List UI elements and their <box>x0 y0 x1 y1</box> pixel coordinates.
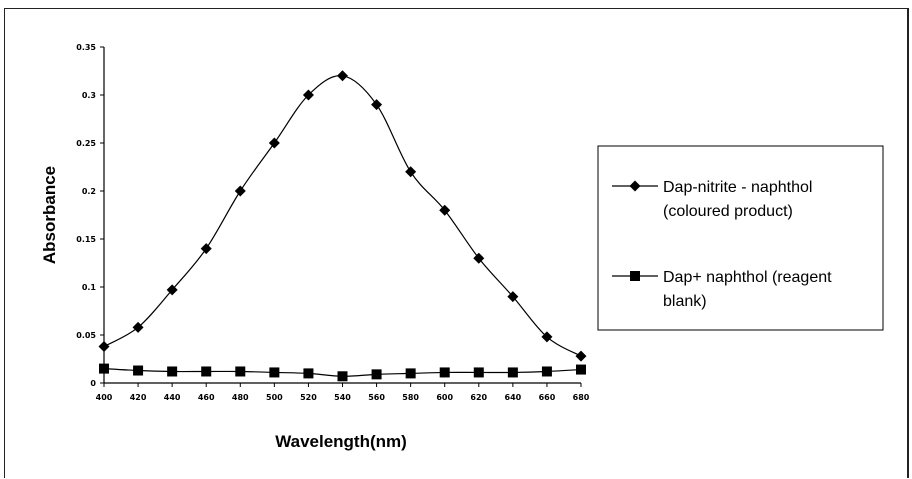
y-tick-label: 0.1 <box>82 283 97 292</box>
x-tick-label: 460 <box>198 393 215 402</box>
x-axis-title: Wavelength(nm) <box>275 432 407 451</box>
diamond-point <box>371 99 383 111</box>
diamond-point <box>575 350 587 362</box>
square-point <box>303 368 314 379</box>
x-tick-label: 580 <box>402 393 419 402</box>
x-tick-label: 480 <box>232 393 249 402</box>
square-point <box>473 367 484 378</box>
square-point <box>201 366 212 377</box>
x-tick-label: 540 <box>334 393 351 402</box>
y-tick-label: 0.25 <box>76 139 96 148</box>
x-tick-label: 500 <box>266 393 283 402</box>
diamond-point <box>132 321 144 333</box>
legend-marker <box>630 271 640 281</box>
y-tick-label: 0.3 <box>82 91 96 100</box>
square-point <box>576 364 586 375</box>
axes <box>103 47 581 384</box>
x-tick-label: 680 <box>573 393 590 402</box>
y-tick-label: 0.15 <box>76 235 96 244</box>
y-tick-label: 0.35 <box>76 43 96 52</box>
diamond-point <box>439 204 451 216</box>
legend-label: (coloured product) <box>663 203 793 220</box>
legend-label: blank) <box>663 293 707 310</box>
square-point <box>269 367 280 378</box>
x-tick-label: 560 <box>368 393 385 402</box>
diamond-point <box>200 243 212 255</box>
legend-box <box>597 145 884 331</box>
x-tick-label: 620 <box>470 393 487 402</box>
x-tick-label: 440 <box>164 393 181 402</box>
diamond-point <box>302 89 314 101</box>
square-point <box>507 367 518 378</box>
square-point <box>337 371 348 382</box>
square-point <box>99 363 109 374</box>
diamond-point <box>337 70 348 82</box>
legend-label: Dap-nitrite - naphthol <box>663 179 812 196</box>
square-point <box>235 366 246 377</box>
legend-entry-1: Dap-nitrite - naphthol (coloured product) <box>612 179 812 220</box>
x-tick-label: 420 <box>130 393 147 402</box>
diamond-point <box>98 341 110 353</box>
y-axis-title: Absorbance <box>40 166 59 264</box>
x-tick-label: 520 <box>300 393 317 402</box>
axis-ticks: 0 0.05 0.1 0.15 0.2 0.25 0.3 0.35 400 420 440 460 48… <box>76 43 590 402</box>
x-tick-label: 640 <box>505 393 522 402</box>
square-point <box>541 366 552 377</box>
x-tick-label: 400 <box>96 393 113 402</box>
series-line <box>103 75 582 357</box>
y-tick-label: 0 <box>90 379 96 388</box>
square-point <box>371 369 382 380</box>
series-layer <box>98 70 587 382</box>
legend-entry-2: Dap+ naphthol (reagent blank) <box>612 269 832 310</box>
series-2 <box>99 363 586 382</box>
diamond-point <box>405 166 417 178</box>
square-point <box>405 368 416 379</box>
square-point <box>439 367 450 378</box>
y-tick-label: 0.05 <box>76 331 96 340</box>
legend-marker <box>629 180 641 192</box>
diamond-point <box>541 331 553 343</box>
series-1 <box>98 70 587 362</box>
square-point <box>167 366 178 377</box>
y-tick-label: 0.2 <box>82 187 96 196</box>
diamond-point <box>507 291 519 303</box>
square-point <box>133 365 144 376</box>
diamond-point <box>166 284 178 296</box>
x-tick-label: 660 <box>539 393 556 402</box>
legend-label: Dap+ naphthol (reagent <box>663 269 832 286</box>
legend: Dap-nitrite - naphthol (coloured product)… <box>597 145 884 331</box>
diamond-point <box>234 185 246 197</box>
diamond-point <box>473 252 485 264</box>
x-tick-label: 600 <box>436 393 453 402</box>
diamond-point <box>268 137 280 149</box>
